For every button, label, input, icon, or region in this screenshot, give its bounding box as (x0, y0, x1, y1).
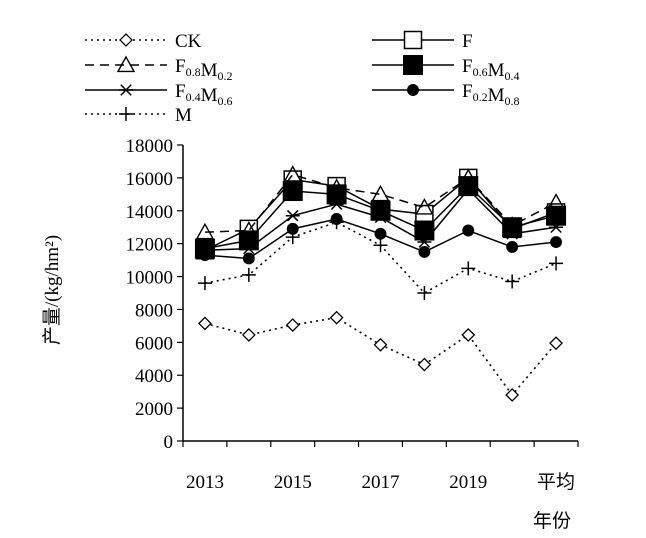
series-M (197, 215, 564, 300)
x-tick-label: 2015 (274, 472, 312, 493)
legend-item: F0.4M0.6 (85, 81, 232, 108)
data-point (502, 217, 523, 238)
data-point (417, 236, 432, 248)
data-point (549, 256, 564, 271)
data-point (505, 274, 520, 289)
data-point (414, 220, 435, 241)
data-point (417, 286, 432, 300)
data-point (238, 230, 259, 251)
legend-label: F0.8M0.2 (175, 56, 232, 83)
y-tick-label: 2000 (135, 399, 173, 420)
y-tick-label: 16000 (126, 169, 174, 190)
legend-label: F0.2M0.8 (462, 81, 519, 108)
legend: CK F F0.8M0.2 F0.6M0.4 F0.4M0.6 F0.2M0.8 M (85, 30, 519, 126)
data-point (461, 183, 476, 196)
data-point (549, 336, 563, 351)
y-axis-title: 产量/(kg/hm²) (41, 235, 63, 345)
legend-marker (403, 30, 423, 50)
legend-label: CK (175, 31, 202, 52)
x-axis-title: 年份 (533, 510, 571, 532)
x-tick-label: 2019 (449, 472, 487, 493)
y-tick-label: 18000 (126, 136, 174, 157)
y-tick-label: 8000 (135, 300, 173, 321)
data-point (241, 267, 256, 282)
data-point (374, 227, 387, 240)
series-line (204, 173, 557, 233)
legend-item: F (372, 30, 473, 52)
series-FM0208 (198, 213, 563, 265)
data-point (505, 228, 520, 240)
data-point (462, 224, 475, 237)
data-point (285, 209, 300, 222)
legend-marker (116, 55, 136, 73)
series-layer (194, 165, 567, 402)
data-point (461, 328, 476, 342)
legend-marker (403, 55, 423, 75)
y-axis: 0 2000 4000 6000 8000 10000 12000 14000 16000 180… (126, 136, 184, 453)
legend-label: M (175, 105, 192, 126)
data-point (417, 357, 432, 372)
data-point (329, 198, 344, 210)
data-point (283, 165, 302, 182)
data-point (197, 276, 212, 291)
y-tick-label: 12000 (126, 235, 174, 256)
legend-label: F0.4M0.6 (175, 81, 232, 108)
x-tick-label: 2017 (362, 472, 400, 493)
data-point (195, 222, 215, 240)
data-point (286, 222, 299, 235)
legend-marker (119, 84, 133, 96)
data-point (373, 211, 388, 224)
data-point (241, 328, 256, 342)
data-point (418, 245, 431, 258)
data-point (242, 252, 255, 265)
data-point (415, 198, 434, 215)
legend-item: M (85, 105, 192, 126)
series-CK (198, 310, 563, 402)
y-tick-label: 10000 (126, 268, 174, 289)
data-point (198, 249, 211, 262)
data-point (505, 388, 520, 402)
legend-label: F (462, 31, 473, 52)
data-point (329, 215, 344, 230)
data-point (285, 318, 300, 332)
data-point (241, 242, 256, 255)
data-point (326, 184, 347, 205)
data-point (549, 221, 564, 234)
data-point (506, 241, 519, 253)
y-tick-label: 6000 (135, 333, 173, 354)
series-FM0406 (197, 183, 564, 257)
data-point (198, 316, 212, 331)
data-point (282, 181, 303, 202)
legend-marker (119, 107, 133, 121)
legend-item: CK (85, 31, 202, 52)
data-point (550, 236, 563, 248)
series-line (204, 316, 557, 397)
data-point (285, 230, 300, 245)
y-tick-label: 4000 (135, 366, 173, 387)
x-axis: 2013 2015 2017 2019 平均 (182, 440, 579, 493)
data-point (329, 310, 344, 325)
legend-label: F0.6M0.4 (462, 56, 519, 83)
y-tick-label: 14000 (126, 202, 174, 223)
legend-marker (119, 33, 133, 47)
data-point (461, 261, 476, 276)
legend-item: F0.8M0.2 (85, 55, 232, 83)
data-point (373, 337, 388, 352)
x-tick-label: 2013 (186, 472, 224, 493)
x-tick-label: 平均 (537, 471, 575, 493)
y-tick-label: 0 (164, 432, 174, 453)
data-point (458, 176, 479, 197)
legend-item: F0.2M0.8 (372, 81, 519, 108)
data-point (373, 238, 388, 253)
legend-marker (407, 84, 419, 96)
data-point (371, 184, 390, 202)
legend-item: F0.6M0.4 (372, 55, 519, 83)
data-point (546, 205, 567, 226)
